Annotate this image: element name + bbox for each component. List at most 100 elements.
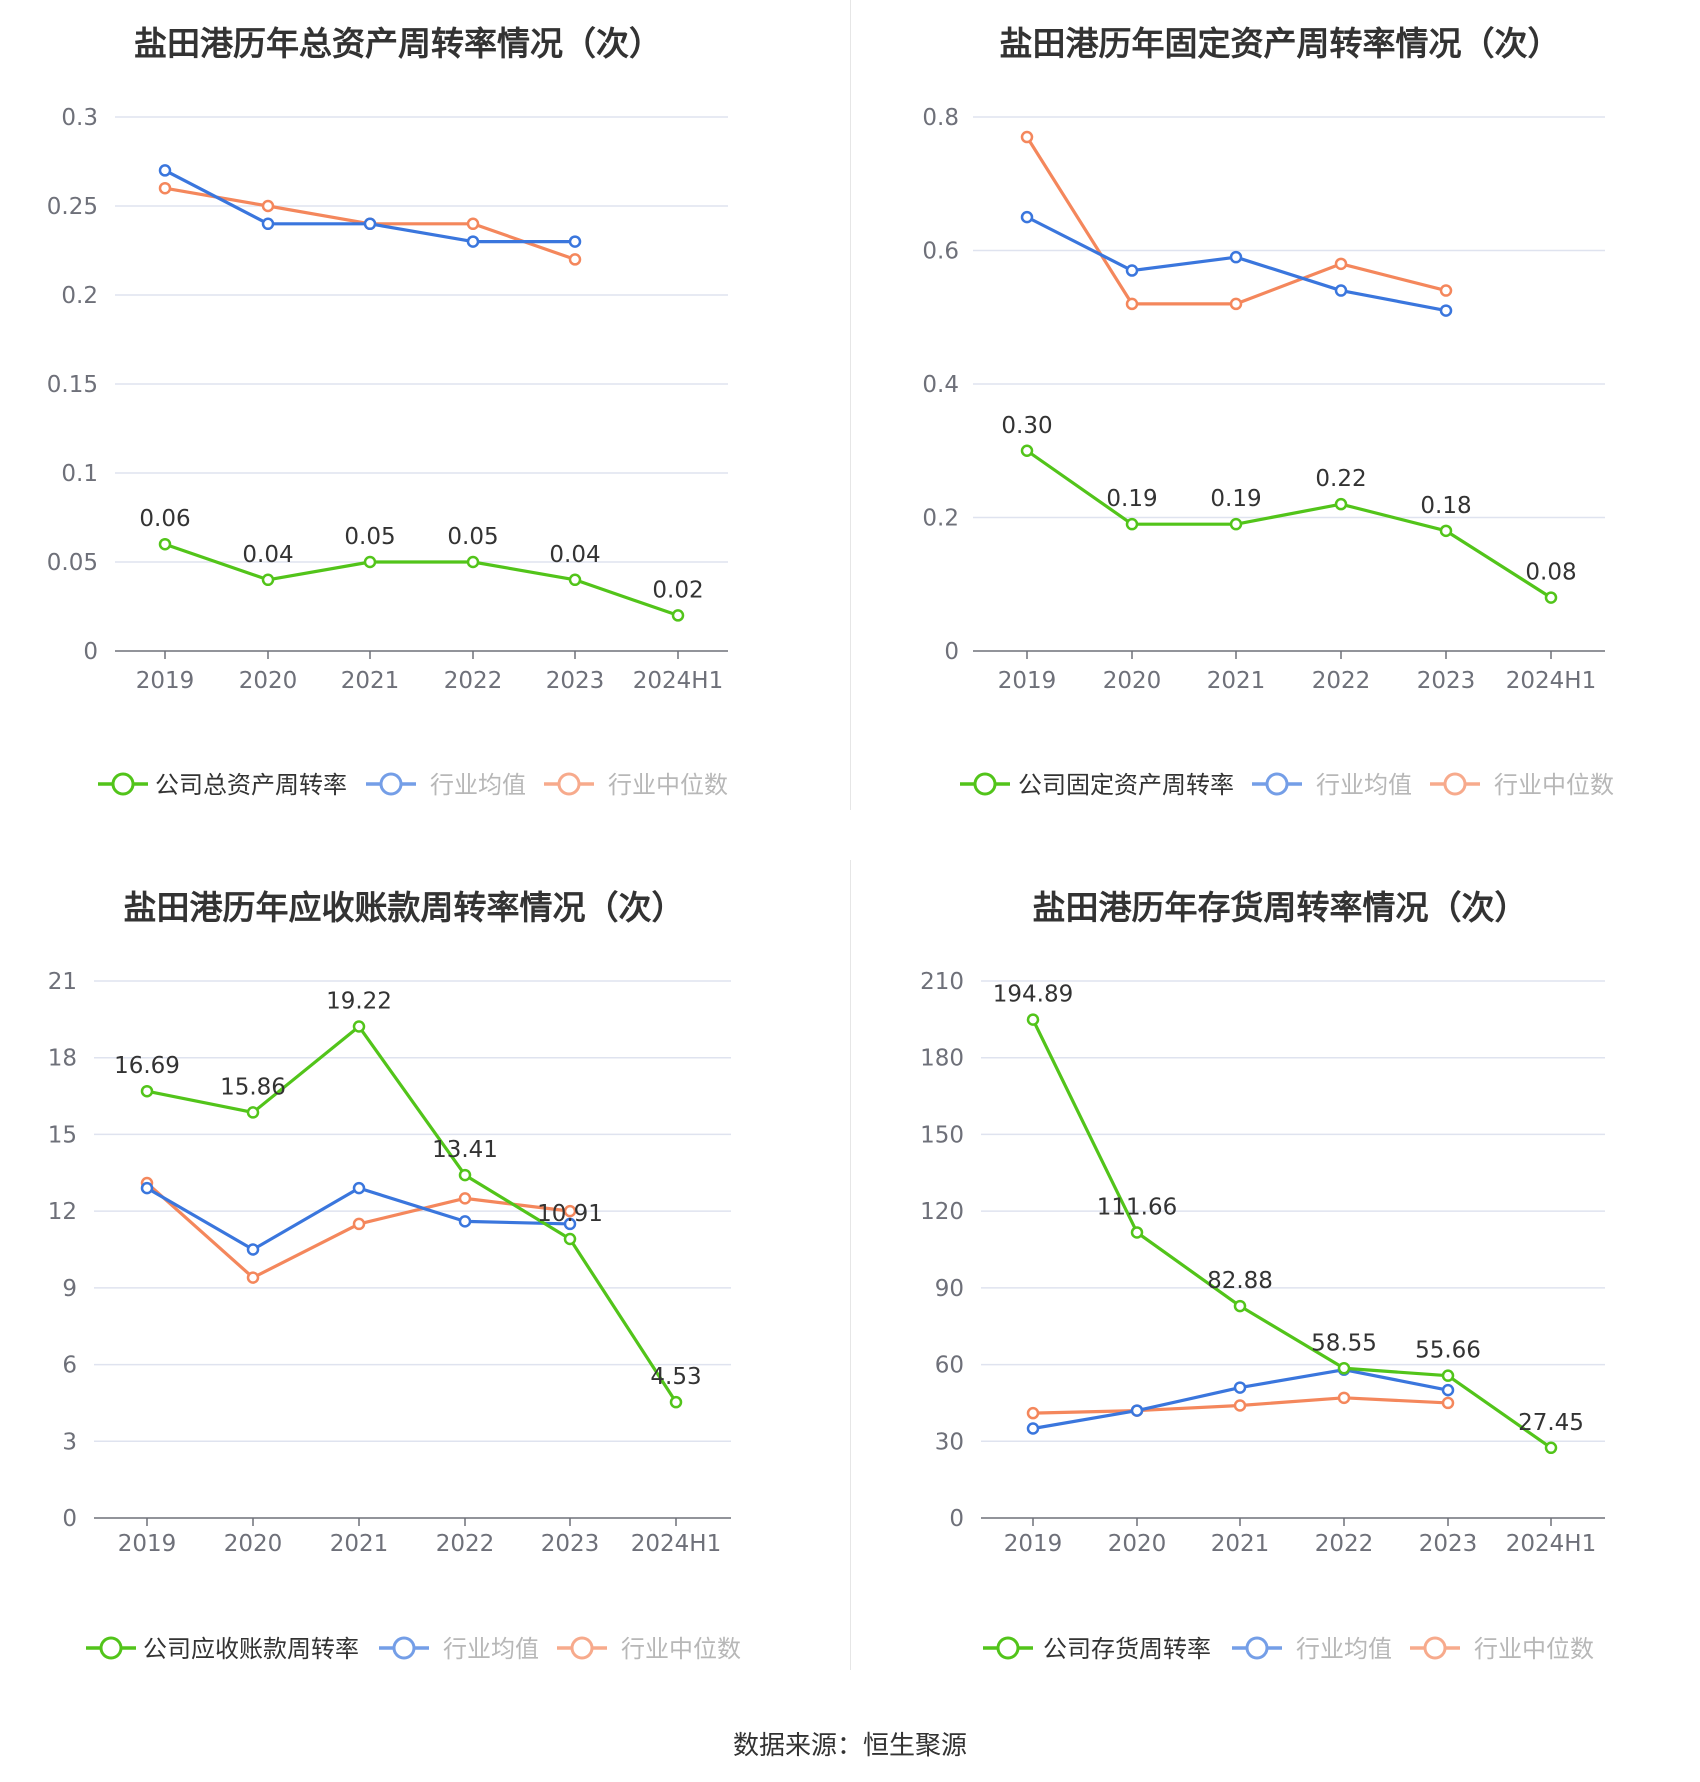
- data-label: 0.08: [1525, 560, 1576, 586]
- data-point-median: [568, 253, 582, 266]
- legend-marker: [996, 1636, 1020, 1660]
- y-tick-label: 0: [944, 639, 959, 665]
- data-point-company: [261, 573, 275, 587]
- data-point-company: [1233, 1299, 1247, 1313]
- data-label: 55.66: [1415, 1338, 1481, 1364]
- legend-marker: [99, 1636, 123, 1660]
- y-tick-label: 0.1: [61, 461, 98, 487]
- data-point-average: [1439, 304, 1453, 317]
- chart-title: 盐田港历年总资产周转率情况（次）: [134, 24, 662, 63]
- x-tick-label: 2021: [330, 1531, 389, 1557]
- legend-label: 公司总资产周转率: [155, 771, 347, 799]
- y-tick-label: 0: [949, 1506, 964, 1532]
- data-point-median: [1020, 130, 1034, 144]
- y-tick-label: 12: [48, 1199, 77, 1225]
- x-tick-label: 2021: [1211, 1531, 1270, 1557]
- legend-marker: [1245, 1636, 1269, 1660]
- y-tick-label: 0.6: [922, 239, 959, 265]
- data-point-company: [1125, 517, 1139, 531]
- legend-label: 公司固定资产周转率: [1018, 771, 1234, 799]
- x-tick-label: 2019: [998, 668, 1057, 694]
- y-tick-label: 0.4: [922, 372, 959, 398]
- data-point-average: [352, 1181, 366, 1195]
- data-label: 0.05: [447, 524, 498, 550]
- data-point-company: [563, 1232, 577, 1246]
- y-tick-label: 0.15: [47, 372, 98, 398]
- data-point-median: [1439, 284, 1453, 297]
- x-tick-label: 2020: [1103, 668, 1162, 694]
- data-point-median: [1229, 297, 1243, 311]
- data-point-median: [1233, 1399, 1247, 1412]
- data-point-median: [1441, 1396, 1455, 1410]
- y-tick-label: 9: [62, 1276, 77, 1302]
- x-tick-label: 2023: [1419, 1531, 1478, 1557]
- legend-item-median: 行业中位数: [1430, 771, 1614, 799]
- x-tick-label: 2022: [1315, 1531, 1374, 1557]
- legend-item-average: 行业均值: [1232, 1635, 1392, 1663]
- y-tick-label: 60: [935, 1353, 964, 1379]
- data-point-company: [158, 537, 172, 551]
- data-label: 0.19: [1106, 486, 1157, 512]
- legend-label: 公司存货周转率: [1043, 1635, 1211, 1663]
- data-point-average: [1233, 1381, 1247, 1394]
- data-point-median: [246, 1271, 260, 1284]
- x-tick-label: 2024H1: [631, 1531, 721, 1557]
- legend-item-average: 行业均值: [379, 1635, 539, 1663]
- y-tick-label: 0: [62, 1506, 77, 1532]
- data-label: 27.45: [1518, 1410, 1584, 1436]
- y-tick-label: 0.8: [922, 105, 959, 131]
- data-label: 0.06: [139, 506, 190, 532]
- legend-marker: [570, 1636, 594, 1660]
- data-point-company: [1026, 1013, 1040, 1026]
- legend-marker: [1265, 772, 1289, 796]
- data-point-average: [1130, 1404, 1144, 1417]
- x-tick-label: 2020: [239, 668, 298, 694]
- series-line-median: [145, 1181, 571, 1280]
- chart-2: 盐田港历年固定资产周转率情况（次） 0 0.2 0.4 0.6 0.8 2019 2020 20…: [922, 24, 1614, 799]
- data-point-average: [158, 164, 172, 177]
- data-label: 19.22: [326, 989, 392, 1015]
- legend-label: 行业中位数: [1474, 1635, 1594, 1663]
- chart-title: 盐田港历年存货周转率情况（次）: [1033, 888, 1528, 927]
- legend-label: 行业均值: [443, 1635, 539, 1663]
- legend-label: 行业均值: [430, 771, 526, 799]
- legend-label: 公司应收账款周转率: [143, 1635, 359, 1663]
- legend-item-median: 行业中位数: [544, 771, 728, 799]
- data-point-average: [363, 217, 377, 231]
- legend-item-company: 公司总资产周转率: [98, 771, 347, 799]
- data-point-average: [466, 235, 480, 248]
- series-line-company: [146, 1024, 678, 1404]
- y-tick-label: 150: [920, 1122, 964, 1148]
- data-point-company: [363, 555, 377, 569]
- data-label: 0.05: [344, 524, 395, 550]
- y-tick-label: 210: [920, 969, 964, 995]
- data-point-average: [1125, 264, 1139, 277]
- y-tick-label: 6: [62, 1353, 77, 1379]
- y-tick-label: 0.05: [47, 550, 98, 576]
- data-label: 4.53: [650, 1364, 701, 1390]
- x-tick-label: 2021: [341, 668, 400, 694]
- data-label: 16.69: [114, 1053, 180, 1079]
- data-label: 0.19: [1210, 486, 1261, 512]
- y-tick-label: 0: [83, 639, 98, 665]
- data-source-note: 数据来源：恒生聚源: [732, 1731, 967, 1761]
- y-tick-label: 30: [935, 1429, 964, 1455]
- data-label: 58.55: [1311, 1330, 1377, 1356]
- data-point-median: [261, 199, 275, 213]
- data-point-average: [1441, 1383, 1455, 1397]
- data-point-median: [1026, 1406, 1040, 1420]
- data-label: 10.91: [537, 1201, 603, 1227]
- data-point-median: [158, 181, 172, 195]
- data-label: 82.88: [1207, 1268, 1273, 1294]
- legend-label: 行业中位数: [608, 771, 728, 799]
- data-label: 13.41: [432, 1137, 498, 1163]
- y-tick-label: 3: [62, 1429, 77, 1455]
- data-point-company: [669, 1395, 683, 1409]
- series-line-company: [1026, 449, 1552, 599]
- x-tick-label: 2020: [224, 1531, 283, 1557]
- data-point-company: [1337, 1362, 1351, 1375]
- x-tick-label: 2024H1: [1506, 668, 1596, 694]
- legend-marker: [379, 772, 403, 796]
- y-tick-label: 0.2: [61, 283, 98, 309]
